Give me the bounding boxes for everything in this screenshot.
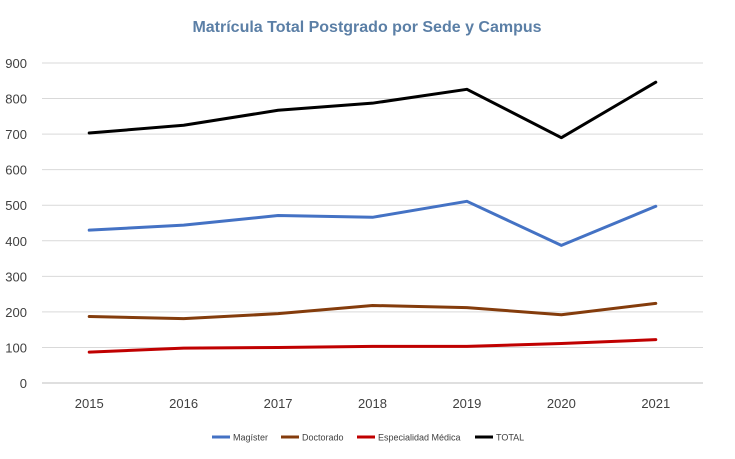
- legend: Magíster Doctorado Especialidad Médica TOTA…: [212, 433, 524, 443]
- x-axis-tick-labels: 2015 2016 2017 2018 2019 2020 2021: [75, 396, 670, 411]
- legend-label: Especialidad Médica: [378, 433, 461, 443]
- legend-label: TOTAL: [496, 433, 524, 443]
- gridlines: [42, 62, 703, 384]
- y-axis-tick-labels: 0 100 200 300 400 500 600 700 800 900: [5, 56, 27, 391]
- x-tick-label: 2019: [452, 396, 481, 411]
- y-tick-label: 0: [20, 376, 27, 391]
- series-line: [87, 80, 658, 140]
- y-tick-label: 500: [5, 198, 27, 213]
- series-line: [87, 199, 658, 247]
- series-lines: [87, 80, 658, 354]
- y-tick-label: 600: [5, 163, 27, 178]
- x-tick-label: 2018: [358, 396, 387, 411]
- y-tick-label: 800: [5, 92, 27, 107]
- x-tick-label: 2016: [169, 396, 198, 411]
- y-tick-label: 900: [5, 56, 27, 71]
- y-tick-label: 200: [5, 305, 27, 320]
- x-tick-label: 2020: [547, 396, 576, 411]
- x-tick-label: 2015: [75, 396, 104, 411]
- series-line: [87, 301, 658, 321]
- legend-label: Doctorado: [302, 433, 344, 443]
- chart-title: Matrícula Total Postgrado por Sede y Cam…: [192, 19, 541, 36]
- y-tick-label: 400: [5, 234, 27, 249]
- y-tick-label: 700: [5, 127, 27, 142]
- series-line: [87, 338, 658, 354]
- y-tick-label: 300: [5, 269, 27, 284]
- legend-label: Magíster: [233, 433, 268, 443]
- y-tick-label: 100: [5, 340, 27, 355]
- x-tick-label: 2021: [641, 396, 670, 411]
- x-tick-label: 2017: [264, 396, 293, 411]
